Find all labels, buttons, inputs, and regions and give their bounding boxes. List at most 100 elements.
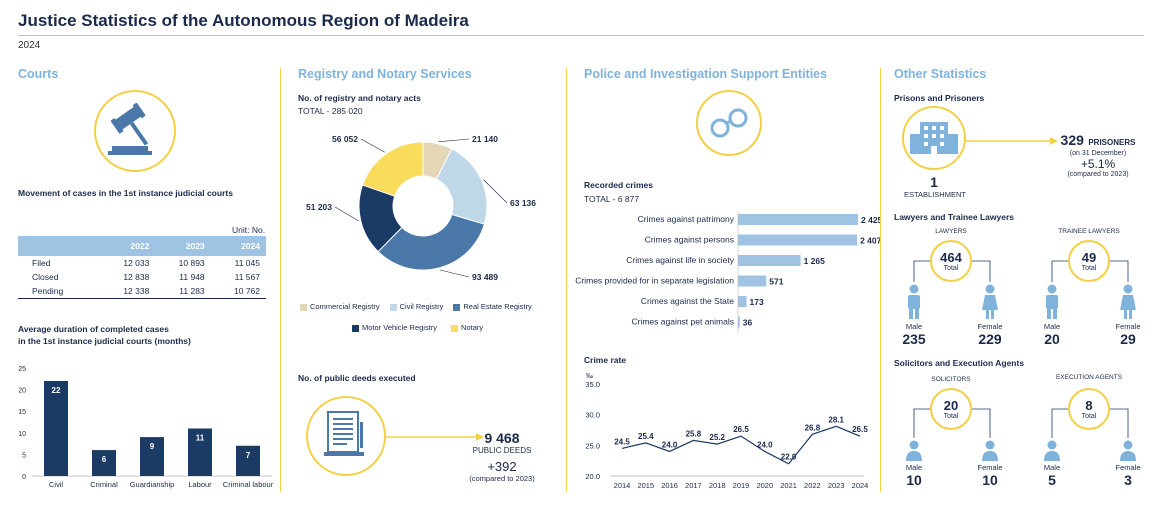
y-tick-label: 25	[18, 366, 26, 373]
bar-value-label: 173	[750, 297, 764, 307]
female-label: Female	[977, 463, 1003, 472]
registry-section-title: Registry and Notary Services	[298, 67, 472, 81]
solicitors-title: Solicitors and Execution Agents	[894, 358, 1025, 368]
point-value-label: 26.8	[805, 423, 821, 432]
male-label: Male	[1043, 322, 1061, 331]
slice-value-label: 93 489	[472, 272, 498, 282]
deeds-value: 9 468	[484, 430, 520, 446]
group-label: EXECUTION AGENTS	[1055, 374, 1123, 381]
total-circle: 464 Total	[930, 240, 972, 282]
slice-value-label: 63 136	[510, 198, 536, 208]
table-cell: 10 893	[178, 258, 205, 268]
table-header-cell: 2023	[155, 236, 211, 256]
category-label: Crimes against pet animals	[631, 317, 734, 327]
bar-value-label: 36	[743, 318, 753, 328]
point-value-label: 25.8	[686, 429, 702, 438]
establishment-value: 1	[930, 174, 938, 190]
prisoners-note: (on 31 December)	[1069, 150, 1127, 157]
male-value: 10	[906, 472, 922, 488]
police-section-title: Police and Investigation Support Entitie…	[584, 67, 828, 81]
point-value-label: 24.0	[662, 440, 678, 449]
x-tick-label: Labour	[188, 480, 212, 489]
column-divider	[880, 68, 881, 492]
legend-label: Commercial Registry	[310, 302, 380, 311]
table-row: Pending 12 338 11 283 10 762	[18, 284, 266, 299]
leader-line	[360, 138, 385, 153]
acts-total: TOTAL - 285 020	[298, 106, 363, 116]
category-label: Crimes against patrimony	[638, 214, 735, 224]
legend-label: Motor Vehicle Registry	[362, 323, 438, 332]
leader-line	[439, 269, 470, 278]
table-header-cell: 2022	[100, 236, 156, 256]
other-section-title: Other Statistics	[894, 67, 987, 81]
x-tick-label: 2018	[709, 481, 726, 490]
table-cell: 12 838	[123, 272, 150, 282]
crimes-bar-chart: Crimes against patrimony 2 425 Crimes agai…	[575, 212, 880, 334]
table-cell: 10 762	[210, 284, 266, 299]
legend-label: Real Estate Registry	[463, 302, 532, 311]
y-tick-label: 0	[22, 474, 26, 481]
row-label: Closed	[32, 272, 59, 282]
x-tick-label: 2019	[733, 481, 750, 490]
report-year: 2024	[18, 40, 41, 51]
table-header-row: 2022 2023 2024	[18, 236, 266, 256]
leader-line	[438, 138, 470, 143]
female-person-icon	[1120, 284, 1136, 319]
category-label: Crimes against persons	[645, 235, 734, 245]
legend-item: Commercial Registry	[300, 302, 380, 311]
category-label: Crimes against life in society	[626, 255, 734, 265]
x-tick-label: 2015	[637, 481, 654, 490]
bar	[140, 437, 164, 476]
deeds-title: No. of public deeds executed	[298, 373, 416, 383]
prisoners-change-note: (compared to 2023)	[1067, 171, 1129, 178]
crime-rate-line-chart: ‰ 20.0 25.0 30.0 35.0 24.5 2014 25.4 2015 24.0 2…	[585, 373, 868, 490]
y-tick-label: 10	[18, 431, 26, 438]
total-circle: 8 Total	[1068, 388, 1110, 430]
header-divider	[18, 35, 1144, 36]
point-value-label: 28.1	[828, 415, 844, 424]
bar-value-label: 6	[102, 455, 107, 464]
x-tick-label: Civil	[49, 480, 63, 489]
donut-slice	[377, 213, 486, 271]
deeds-change-note: (compared to 2023)	[469, 474, 535, 483]
movement-title: Movement of cases in the 1st instance ju…	[18, 188, 233, 198]
bar-value-label: 2 407	[860, 236, 880, 246]
legend-item: Notary	[451, 323, 483, 332]
connector-lines	[913, 260, 991, 282]
bar-value-label: 1 265	[804, 256, 826, 266]
male-label: Male	[905, 463, 923, 472]
female-person-icon	[982, 440, 998, 461]
cases-table: 2022 2023 2024 Filed 12 033 10 893 11 04…	[18, 236, 266, 299]
legend-swatch	[389, 303, 397, 311]
donut-legend: Commercial Registry Civil Registry Real …	[298, 302, 560, 332]
establishment-block: 1 ESTABLISHMENT	[904, 174, 966, 199]
group-total: 49	[1081, 250, 1097, 265]
bar-value-label: 22	[52, 386, 61, 395]
group-label: TRAINEE LAWYERS	[1058, 228, 1120, 235]
lawyers-group: LAWYERS 464 Total Male 235 Female 229	[896, 228, 1006, 348]
prison-building-icon	[902, 106, 966, 170]
duration-title-line2: in the 1st instance judicial courts (mon…	[18, 336, 191, 346]
group-total: 464	[940, 250, 962, 265]
point-value-label: 26.5	[733, 425, 749, 434]
legend-item: Real Estate Registry	[453, 302, 532, 311]
male-person-icon	[1046, 284, 1058, 319]
y-tick-label: 35.0	[585, 380, 600, 389]
point-value-label: 25.2	[709, 433, 725, 442]
bar-value-label: 7	[246, 451, 251, 460]
bar	[738, 214, 858, 225]
connector-lines	[913, 408, 991, 438]
registry-donut-chart: 21 140 63 136 93 489 51 203 56 052	[306, 134, 536, 282]
crimes-title: Recorded crimes	[584, 180, 653, 190]
prisons-title: Prisons and Prisoners	[894, 93, 985, 103]
category-label: Crimes against the State	[641, 296, 734, 306]
female-person-icon	[982, 284, 998, 319]
unit-label: Unit: No.	[232, 225, 266, 235]
x-tick-label: 2022	[804, 481, 821, 490]
trainees-group: TRAINEE LAWYERS 49 Total Male 20 Female …	[1034, 228, 1144, 348]
row-label: Pending	[18, 284, 100, 299]
acts-title: No. of registry and notary acts	[298, 93, 421, 103]
prisoners-change: +5.1%	[1080, 157, 1116, 171]
deeds-label: PUBLIC DEEDS	[472, 446, 532, 455]
male-person-icon	[908, 284, 920, 319]
